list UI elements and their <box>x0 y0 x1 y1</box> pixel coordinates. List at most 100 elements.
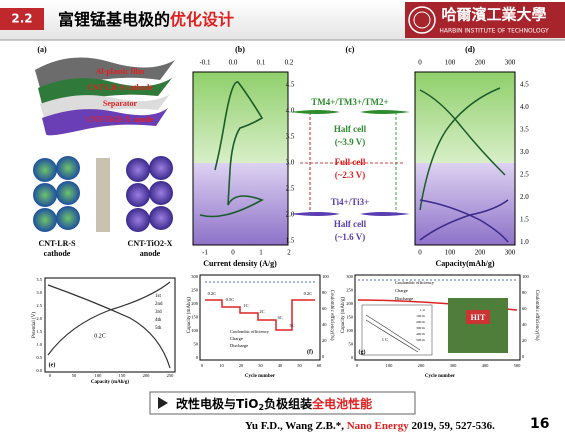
layer-label: CNT-TiO2-X anode <box>86 115 154 124</box>
tick-label: 3.0 <box>36 290 42 295</box>
legend-label: 1st <box>155 294 161 299</box>
tick-label: 1.0 <box>520 238 529 246</box>
charge-curve <box>47 281 171 356</box>
half-cell-label: Half cell <box>334 219 367 229</box>
axis-title: Current density (A/g) <box>203 259 277 268</box>
legend-label: Coulombic efficiency <box>230 329 270 334</box>
tick-label: 4.0 <box>286 107 295 115</box>
plot-frame <box>192 71 289 246</box>
tick-label: 3.5 <box>286 133 295 141</box>
tick-label: 300 <box>505 59 516 67</box>
caption: 改性电极与TiO2负极组装全电池性能 <box>176 396 372 412</box>
cathode-label: cathode <box>44 249 71 258</box>
title: 富锂锰基电极的优化设计 <box>58 10 234 29</box>
axis-title: Capacity(mAh/g) <box>435 259 494 268</box>
plot-bg <box>415 72 515 163</box>
title-highlight: 优化设计 <box>170 10 234 29</box>
university-name: 哈爾濱工業大學 <box>441 5 546 23</box>
tick-label: 30 <box>258 363 263 368</box>
label: (e) <box>49 361 56 368</box>
tick-label: 60 <box>317 363 322 368</box>
tick-label: 100 <box>346 328 354 333</box>
caption-box <box>149 391 416 415</box>
tick-label: 100 <box>322 274 330 279</box>
axis-title: Potential (V) <box>32 312 37 338</box>
label: (a) <box>37 45 47 54</box>
cathode-label: CNT-LR-S <box>38 239 76 248</box>
tick-label: 20 <box>522 338 527 343</box>
tick-label: 0 <box>322 354 325 359</box>
section-box <box>0 8 44 30</box>
tick-label: 2.0 <box>520 193 529 201</box>
rate-label: 0.5C <box>226 297 235 302</box>
axis-title: Coulombic efficiency(%) <box>534 290 539 341</box>
anode-curve <box>419 199 509 243</box>
tick-label: 60 <box>522 306 527 311</box>
tick-label: 4.0 <box>520 103 529 111</box>
tick-label: 50 <box>297 363 302 368</box>
rate-label: 0.2C <box>208 291 217 296</box>
legend-label: Charge <box>395 288 408 293</box>
tick-label: 60 <box>322 306 327 311</box>
tick-label: 250 <box>191 288 199 293</box>
discharge-curve <box>47 284 171 369</box>
tick-label: 1 <box>259 249 263 257</box>
photo-text: HIT <box>471 313 486 322</box>
half-cell-label: Half cell <box>334 124 367 134</box>
tick-label: 1.5 <box>520 216 529 224</box>
tick-label: 100 <box>95 373 103 378</box>
tick-label: 300 <box>505 249 516 257</box>
tick-label: 200 <box>475 249 486 257</box>
tick-label: 0.1 <box>257 59 266 67</box>
caption-arrow <box>158 397 168 409</box>
half-cell-label: (~3.9 V) <box>335 137 366 147</box>
tick-label: 100 <box>445 249 456 257</box>
tick-label: 400 <box>482 363 490 368</box>
label: (d) <box>465 45 475 54</box>
tick-label: 0 <box>418 249 422 257</box>
tick-label: 4.5 <box>520 81 529 89</box>
logo-bg <box>405 2 565 38</box>
axis-title: Cycle number <box>425 374 456 379</box>
inset-legend: 200 th <box>416 320 425 324</box>
plot-frame <box>199 274 321 361</box>
page-number: 16 <box>530 416 549 432</box>
tick-label: 0.0 <box>36 368 42 373</box>
plot-bg <box>193 163 288 245</box>
plot-frame <box>44 277 176 373</box>
emblem <box>413 11 431 29</box>
plot-frame <box>414 71 516 246</box>
rate-label: 5C <box>289 323 294 328</box>
tick-label: 0 <box>356 363 359 368</box>
level-mark <box>290 212 340 216</box>
label: (b) <box>235 45 245 54</box>
tick-label: 20 <box>322 338 327 343</box>
tick-label: 80 <box>522 290 527 295</box>
tick-label: 200 <box>191 301 199 306</box>
tick-label: 0 <box>49 373 52 378</box>
citation-details: 2019, 59, 527-536. <box>409 420 495 432</box>
tick-label: -1 <box>202 249 208 257</box>
inset-legend: 400 th <box>416 332 425 336</box>
anode-label: anode <box>140 249 161 258</box>
tick-label: 100 <box>191 328 199 333</box>
tick-label: 0 <box>231 249 235 257</box>
layer-label: Separator <box>103 99 138 108</box>
rate-label: 1 C <box>382 337 388 342</box>
tick-label: 2 <box>287 249 291 257</box>
section-number: 2.2 <box>11 12 32 26</box>
tick-label: 0 <box>351 355 354 360</box>
axis-title: Cycle number <box>245 374 276 379</box>
citation: Yu F.D., Wang Z.B.*, Nano Energy 2019, 5… <box>245 420 495 432</box>
tick-label: 300 <box>450 363 458 368</box>
citation-journal: Nano Energy <box>347 420 410 432</box>
level-mark <box>360 212 410 216</box>
cv-curve <box>199 81 264 218</box>
tick-label: 250 <box>167 373 175 378</box>
axis-title: Coulombic efficiency(%) <box>329 290 334 341</box>
tick-label: 200 <box>143 373 151 378</box>
plot-frame <box>354 274 521 361</box>
tick-label: 300 <box>191 274 199 279</box>
tick-label: 80 <box>322 290 327 295</box>
